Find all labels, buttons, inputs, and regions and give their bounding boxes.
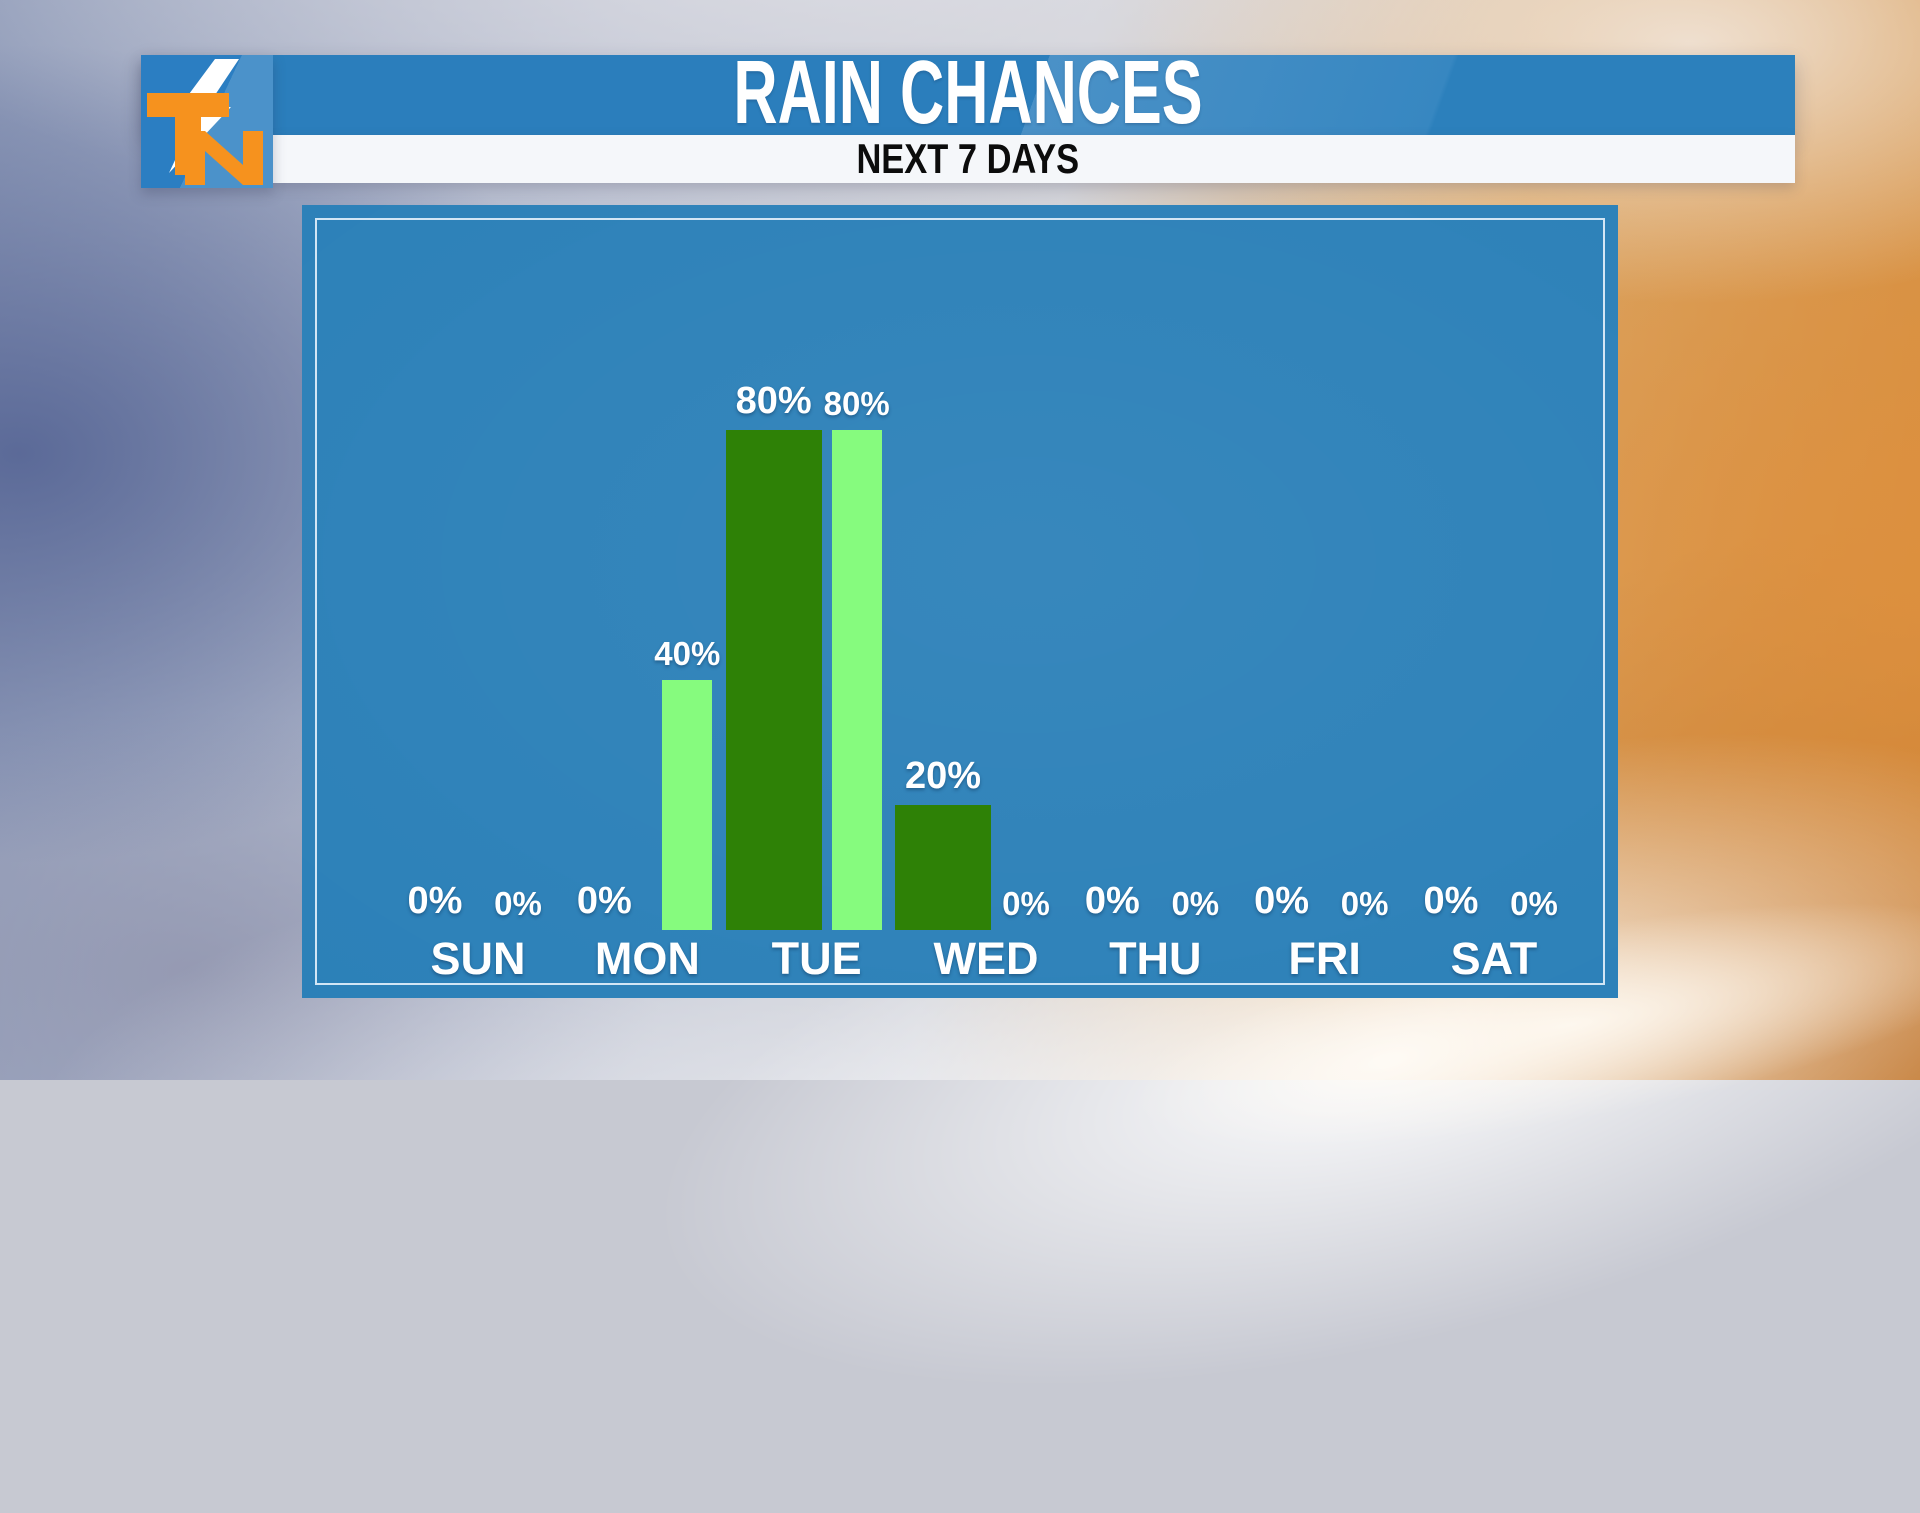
bar-mon-2 <box>662 680 713 930</box>
value-label-sat-1: 0% <box>1423 880 1479 922</box>
day-label-sat: SAT <box>1450 933 1538 984</box>
value-label-fri-2: 0% <box>1340 885 1389 922</box>
day-label-sun: SUN <box>430 933 526 984</box>
value-label-wed-1: 20% <box>904 755 982 797</box>
subtitle-strip <box>273 135 1795 183</box>
value-label-sat-2: 0% <box>1510 885 1558 922</box>
day-label-tue: TUE <box>771 933 862 984</box>
header-bar <box>141 55 1795 135</box>
letter-N <box>185 131 263 185</box>
day-label-fri: FRI <box>1288 933 1361 984</box>
value-label-mon-2: 40% <box>654 635 721 672</box>
day-label-thu: THU <box>1109 933 1202 984</box>
value-label-sun-2: 0% <box>494 885 542 922</box>
bar-wed-1 <box>894 805 991 930</box>
chart-plot: 0% 0% SUN 0% 40% MON 80% 80% TUE 20% 0% WED 0% 0% THU 0… <box>302 205 1618 998</box>
value-label-thu-2: 0% <box>1171 885 1220 922</box>
bar-tue-1 <box>725 430 822 930</box>
bar-tue-2 <box>831 430 882 930</box>
value-label-fri-1: 0% <box>1254 880 1310 922</box>
value-label-mon-1: 0% <box>576 880 632 922</box>
day-label-wed: WED <box>933 933 1039 984</box>
day-label-mon: MON <box>594 933 700 984</box>
value-label-sun-1: 0% <box>407 880 463 922</box>
tn-logo <box>141 55 273 188</box>
value-label-tue-1: 80% <box>735 380 812 422</box>
value-label-tue-2: 80% <box>823 385 890 422</box>
chart-panel: 0% 0% SUN 0% 40% MON 80% 80% TUE 20% 0% WED 0% 0% THU 0… <box>302 205 1618 998</box>
tn-logo-svg <box>147 59 263 185</box>
value-label-thu-1: 0% <box>1084 880 1140 922</box>
value-label-wed-2: 0% <box>1002 885 1050 922</box>
